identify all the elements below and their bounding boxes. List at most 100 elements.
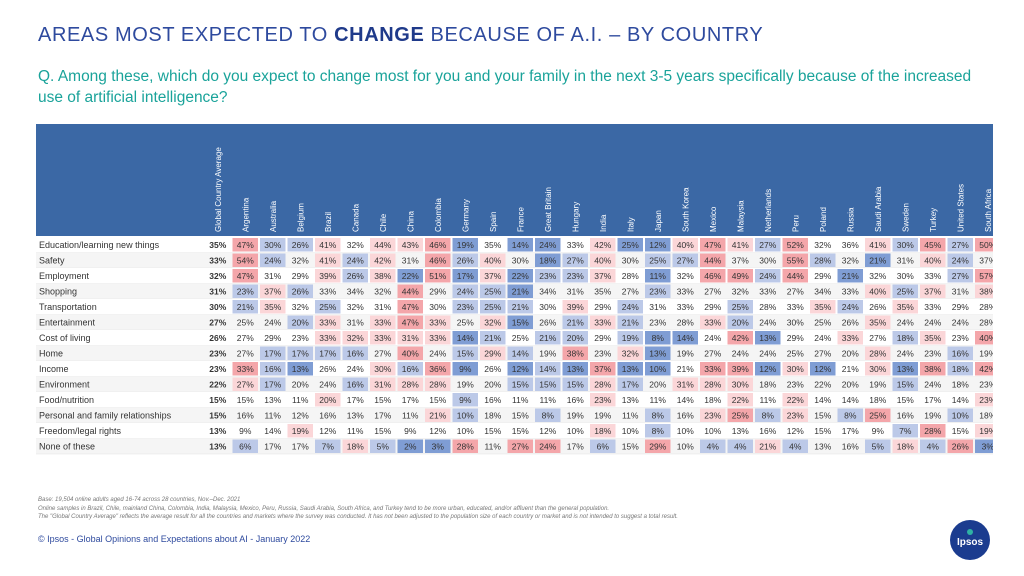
cell-value: 16% [952, 349, 969, 359]
cell-value: 19% [677, 349, 694, 359]
cell-value: 13% [759, 333, 776, 343]
heatmap-cell [645, 331, 671, 345]
cell-value: 42% [979, 364, 993, 374]
footnote-samples: Online samples in Brazil, Chile, mainlan… [38, 505, 610, 512]
cell-value: 40% [979, 333, 993, 343]
heatmap-cell [865, 346, 891, 360]
cell-value: 20% [842, 380, 859, 390]
cell-value: 37% [594, 271, 611, 281]
cell-value: 31% [649, 302, 666, 312]
cell-value: 10% [952, 411, 969, 421]
cell-value: 30% [539, 302, 556, 312]
cell-value: 57% [979, 271, 993, 281]
cell-value: 24% [814, 333, 831, 343]
cell-value: 21% [539, 333, 556, 343]
heatmap-cell [590, 269, 616, 283]
cell-value: 7% [322, 442, 335, 452]
heatmap-cell [727, 238, 753, 252]
cell-value: 33% [704, 364, 721, 374]
cell-value: 25% [897, 287, 914, 297]
heatmap-cell [370, 331, 396, 345]
cell-value: 14% [512, 349, 529, 359]
cell-value: 31% [677, 380, 694, 390]
cell-value: 15% [374, 395, 391, 405]
cell-value: 11% [622, 411, 639, 421]
heatmap-cell [892, 238, 918, 252]
cell-value: 28% [979, 302, 993, 312]
heatmap-cell [865, 284, 891, 298]
cell-value: 31% [264, 271, 281, 281]
cell-value: 47% [704, 240, 721, 250]
cell-value: 30% [787, 318, 804, 328]
cell-value: 44% [402, 287, 419, 297]
cell-value: 16% [319, 411, 336, 421]
cell-value: 11% [292, 395, 309, 405]
cell-value: 6% [239, 442, 252, 452]
heatmap-cell [947, 439, 973, 453]
heatmap-cell [507, 346, 533, 360]
cell-value: 20% [732, 318, 749, 328]
cell-value: 35% [897, 302, 914, 312]
cell-value: 7% [899, 426, 912, 436]
heatmap-cell [452, 300, 478, 314]
footnote-average: The "Global Country Average" reflects th… [38, 514, 678, 521]
heatmap-cell [782, 269, 808, 283]
cell-value: 28% [429, 380, 446, 390]
cell-value: 15% [209, 411, 226, 421]
cell-value: 28% [979, 318, 993, 328]
cell-value: 18% [979, 411, 993, 421]
heatmap-cell [315, 315, 341, 329]
heatmap-cell [810, 362, 836, 376]
cell-value: 13% [292, 364, 309, 374]
cell-value: 40% [869, 287, 886, 297]
cell-value: 31% [952, 287, 969, 297]
cell-value: 25% [237, 318, 254, 328]
column-header: Brazil [324, 212, 333, 232]
heatmap-cell [287, 424, 313, 438]
cell-value: 32% [732, 287, 749, 297]
cell-value: 15% [897, 380, 914, 390]
cell-value: 40% [677, 240, 694, 250]
cell-value: 4% [734, 442, 747, 452]
cell-value: 31% [347, 318, 364, 328]
page-title: AREAS MOST EXPECTED TO CHANGE BECAUSE OF… [38, 24, 764, 46]
cell-value: 12% [759, 364, 776, 374]
cell-value: 18% [594, 426, 611, 436]
table-row-background [36, 392, 993, 408]
cell-value: 8% [652, 426, 665, 436]
column-header: Canada [351, 203, 360, 232]
heatmap-cell [287, 346, 313, 360]
heatmap-cell [837, 269, 863, 283]
heatmap-cell [920, 362, 946, 376]
cell-value: 26% [209, 333, 226, 343]
cell-value: 40% [594, 256, 611, 266]
heatmap-cell [645, 269, 671, 283]
table-row-background [36, 407, 993, 423]
cell-value: 22% [402, 271, 419, 281]
cell-value: 17% [457, 271, 474, 281]
row-label: Employment [39, 271, 90, 281]
heatmap-cell [700, 439, 726, 453]
heatmap-cell [590, 253, 616, 267]
row-label: Safety [39, 256, 65, 266]
cell-value: 12% [649, 240, 666, 250]
heatmap-cell [480, 331, 506, 345]
cell-value: 31% [374, 302, 391, 312]
cell-value: 42% [374, 256, 391, 266]
cell-value: 24% [732, 349, 749, 359]
cell-value: 33% [319, 287, 336, 297]
cell-value: 42% [732, 333, 749, 343]
cell-value: 13% [622, 395, 639, 405]
cell-value: 39% [567, 302, 584, 312]
cell-value: 10% [622, 426, 639, 436]
cell-value: 18% [897, 442, 914, 452]
heatmap-cell [260, 300, 286, 314]
cell-value: 10% [677, 442, 694, 452]
heatmap-cell [645, 253, 671, 267]
cell-value: 49% [732, 271, 749, 281]
heatmap-cell [865, 362, 891, 376]
cell-value: 19% [869, 380, 886, 390]
cell-value: 37% [924, 287, 941, 297]
heatmap-cell [425, 253, 451, 267]
heatmap-cell [562, 269, 588, 283]
